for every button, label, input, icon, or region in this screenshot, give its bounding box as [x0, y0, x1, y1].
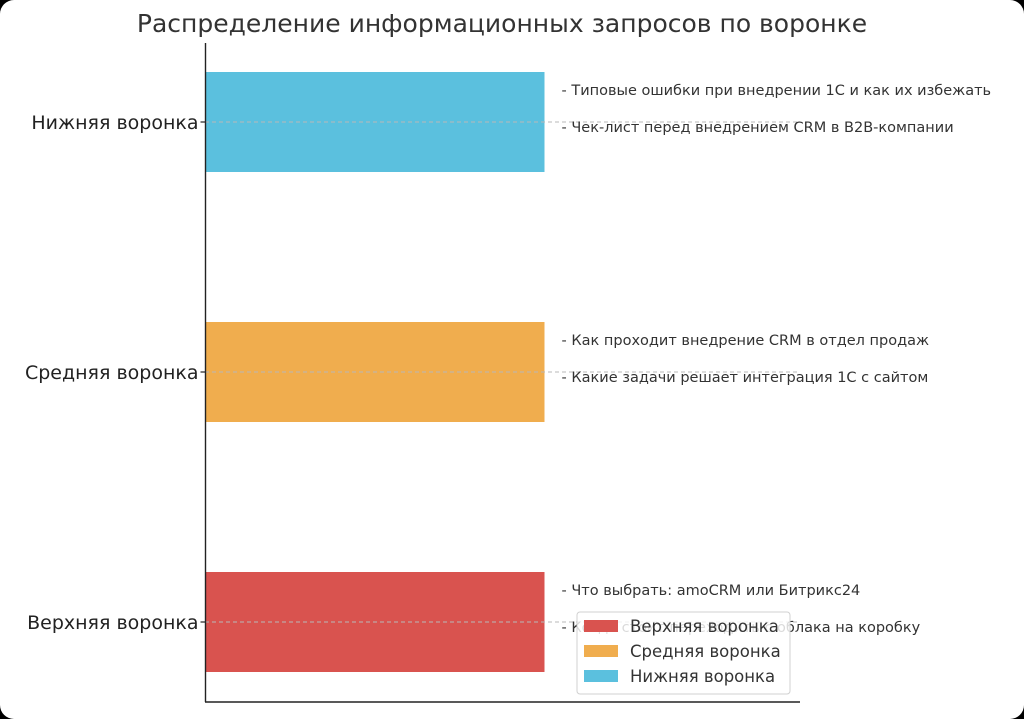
annotation-text: - Типовые ошибки при внедрении 1С и как …: [562, 83, 992, 99]
legend-swatch: [584, 620, 618, 632]
annotation-text: - Что выбрать: amoCRM или Битрикс24: [562, 583, 861, 599]
legend-label: Нижняя воронка: [630, 667, 775, 686]
y-tick-label: Средняя воронка: [25, 362, 199, 384]
legend-box: [576, 611, 791, 695]
annotation-text: - Какие задачи решает интеграция 1С с са…: [562, 370, 929, 386]
legend-label: Верхняя воронка: [630, 617, 779, 636]
y-tick-label: Нижняя воронка: [31, 112, 198, 134]
legend: Верхняя воронка Средняя воронка Нижняя вор…: [576, 611, 791, 695]
annotation-text: - Как проходит внедрение CRM в отдел про…: [562, 333, 930, 349]
annotation-text: - Чек-лист перед внедрением CRM в B2B-ко…: [562, 120, 954, 136]
legend-label: Средняя воронка: [630, 642, 781, 661]
legend-swatch: [584, 645, 618, 657]
axes-layer: Верхняя воронка Средняя воронка Нижняя вор…: [25, 43, 800, 703]
legend-swatch: [584, 670, 618, 682]
y-tick-label: Верхняя воронка: [27, 612, 198, 634]
chart-title: Распределение информационных запросов по…: [137, 9, 867, 38]
